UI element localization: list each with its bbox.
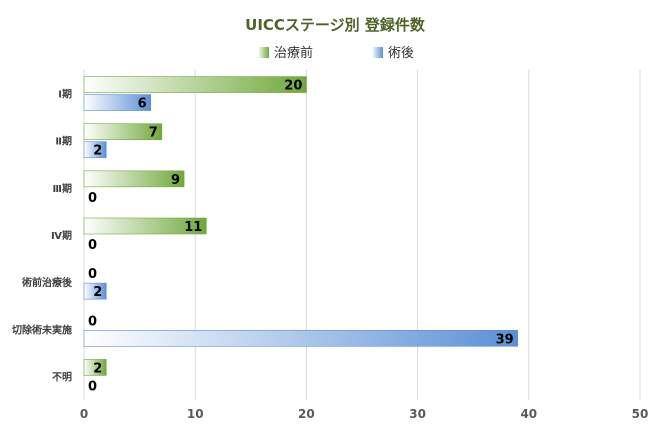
legend-swatch-s1 [372,47,383,58]
data-label-s1-c2: 0 [88,191,97,206]
category-label-6: 不明 [52,371,72,383]
x-tick-label-5: 50 [632,407,649,421]
data-label-s0-c0: 20 [284,79,302,94]
category-label-2: Ⅲ期 [53,182,72,195]
data-label-s1-c0: 6 [138,97,147,112]
category-label-4: 術前治療後 [21,276,73,289]
bar-s0-c1 [83,123,163,141]
category-label-1: Ⅱ期 [55,135,72,148]
data-label-s1-c5: 39 [496,332,514,347]
data-label-s0-c2: 9 [171,173,180,188]
legend-item-s1: 術後 [372,46,414,61]
data-label-s0-c4: 0 [88,267,97,282]
data-label-s0-c5: 0 [88,314,97,329]
legend-item-s0: 治療前 [258,45,313,61]
bar-s0-c2 [83,170,185,188]
data-label-s0-c6: 2 [93,361,102,376]
data-label-s1-c3: 0 [88,238,97,253]
x-tick-label-1: 10 [187,407,204,421]
bar-s0-c0 [83,76,307,93]
bar-s1-c5 [83,329,518,347]
bar-s0-c6 [83,359,107,376]
data-label-s1-c6: 0 [88,379,97,394]
legend-swatch-s0 [258,47,269,58]
x-tick-label-2: 20 [298,407,315,421]
data-label-s1-c1: 2 [93,144,102,159]
category-label-5: 切除術未実施 [12,323,72,336]
bar-s0-c3 [83,217,207,235]
data-label-s1-c4: 2 [93,285,102,300]
legend: 治療前 術後 [258,45,414,61]
data-label-s0-c3: 11 [184,220,202,235]
bar-s1-c0 [83,94,152,111]
data-label-s0-c1: 7 [149,126,158,141]
x-tick-label-3: 30 [409,407,426,421]
bar-s1-c1 [83,141,107,159]
gridlines [83,70,641,400]
category-label-0: Ⅰ期 [58,88,72,101]
category-label-3: Ⅳ期 [51,229,72,242]
x-tick-label-0: 0 [80,407,88,421]
legend-label-s0: 治療前 [274,45,313,61]
x-tick-labels: 0 10 20 30 40 50 [80,407,649,421]
x-tick-label-4: 40 [520,407,537,421]
chart-title: UICCステージ別 登録件数 [245,16,426,34]
bar-s1-c4 [83,282,107,300]
legend-label-s1: 術後 [388,46,414,61]
